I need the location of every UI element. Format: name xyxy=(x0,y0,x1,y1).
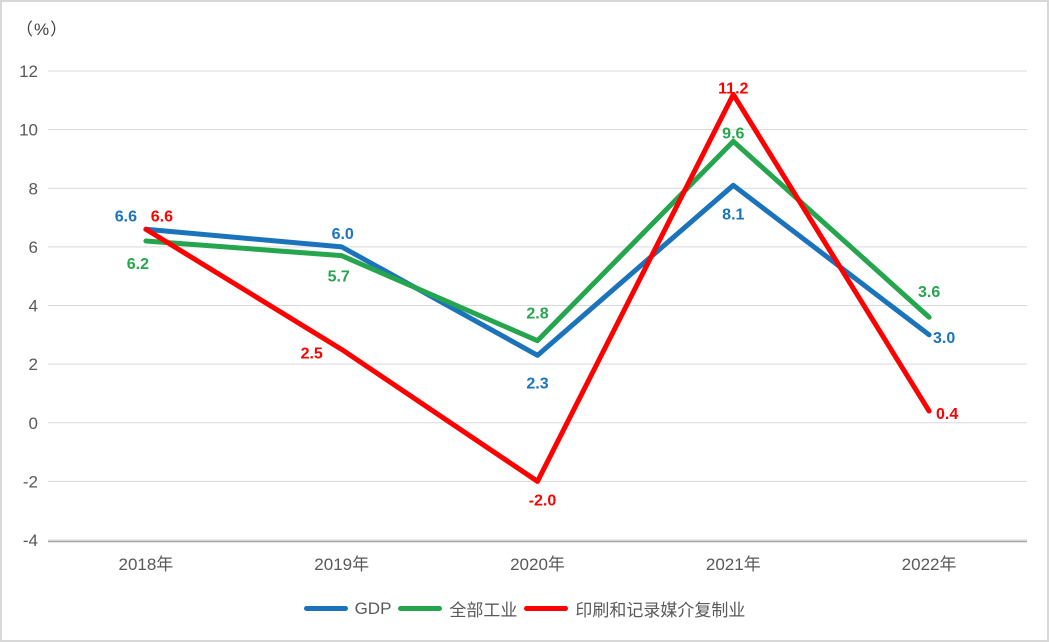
data-label: 2.8 xyxy=(526,306,548,323)
data-label: 9.6 xyxy=(722,125,744,142)
data-label: 5.7 xyxy=(328,269,350,286)
data-label: 11.2 xyxy=(718,80,748,97)
y-tick-label: 10 xyxy=(19,121,38,140)
data-label: 2.5 xyxy=(301,345,323,362)
data-label: 6.6 xyxy=(115,208,137,225)
chart-legend: GDP 全部工业 印刷和记录媒介复制业 xyxy=(2,596,1047,621)
y-tick-label: -4 xyxy=(23,531,38,550)
x-tick-label: 2019年 xyxy=(314,555,369,574)
legend-item-1: 全部工业 xyxy=(398,596,517,621)
y-axis-unit-label: （%） xyxy=(16,20,69,39)
y-tick-label: 2 xyxy=(29,355,38,374)
data-label: 3.6 xyxy=(918,284,940,301)
x-tick-label: 2021年 xyxy=(706,555,761,574)
data-label: 6.6 xyxy=(151,208,173,225)
y-tick-label: 8 xyxy=(29,179,38,198)
legend-label: GDP xyxy=(354,598,392,618)
y-tick-label: 6 xyxy=(29,238,38,257)
y-tick-label: 4 xyxy=(29,297,38,316)
legend-swatch xyxy=(524,606,569,611)
legend-item-0: GDP xyxy=(303,598,392,619)
y-tick-label: 12 xyxy=(19,62,38,81)
chart-canvas: 12 10 8 6 4 2 0 -2 -4 2018年 2019年 2020年 2021年 2022年 6.… xyxy=(19,62,1027,574)
y-tick-label: -2 xyxy=(23,472,38,491)
data-label: 6.0 xyxy=(332,226,354,243)
x-tick-label: 2018年 xyxy=(118,555,173,574)
data-label: 3.0 xyxy=(933,330,955,347)
data-label: 0.4 xyxy=(936,406,958,423)
data-label: 2.3 xyxy=(526,375,548,392)
series-line-0 xyxy=(143,182,932,358)
legend-swatch xyxy=(303,606,348,611)
x-tick-label: 2020年 xyxy=(510,555,565,574)
legend-label: 印刷和记录媒介复制业 xyxy=(575,601,746,620)
legend-item-2: 印刷和记录媒介复制业 xyxy=(524,596,745,621)
y-tick-label: 0 xyxy=(29,414,38,433)
x-tick-label: 2022年 xyxy=(902,555,957,574)
data-label: -2.0 xyxy=(529,492,557,509)
series-line-2 xyxy=(143,91,932,484)
data-label: 8.1 xyxy=(722,206,744,223)
data-label: 6.2 xyxy=(127,256,149,273)
legend-label: 全部工业 xyxy=(449,601,518,620)
legend-swatch xyxy=(398,606,443,611)
